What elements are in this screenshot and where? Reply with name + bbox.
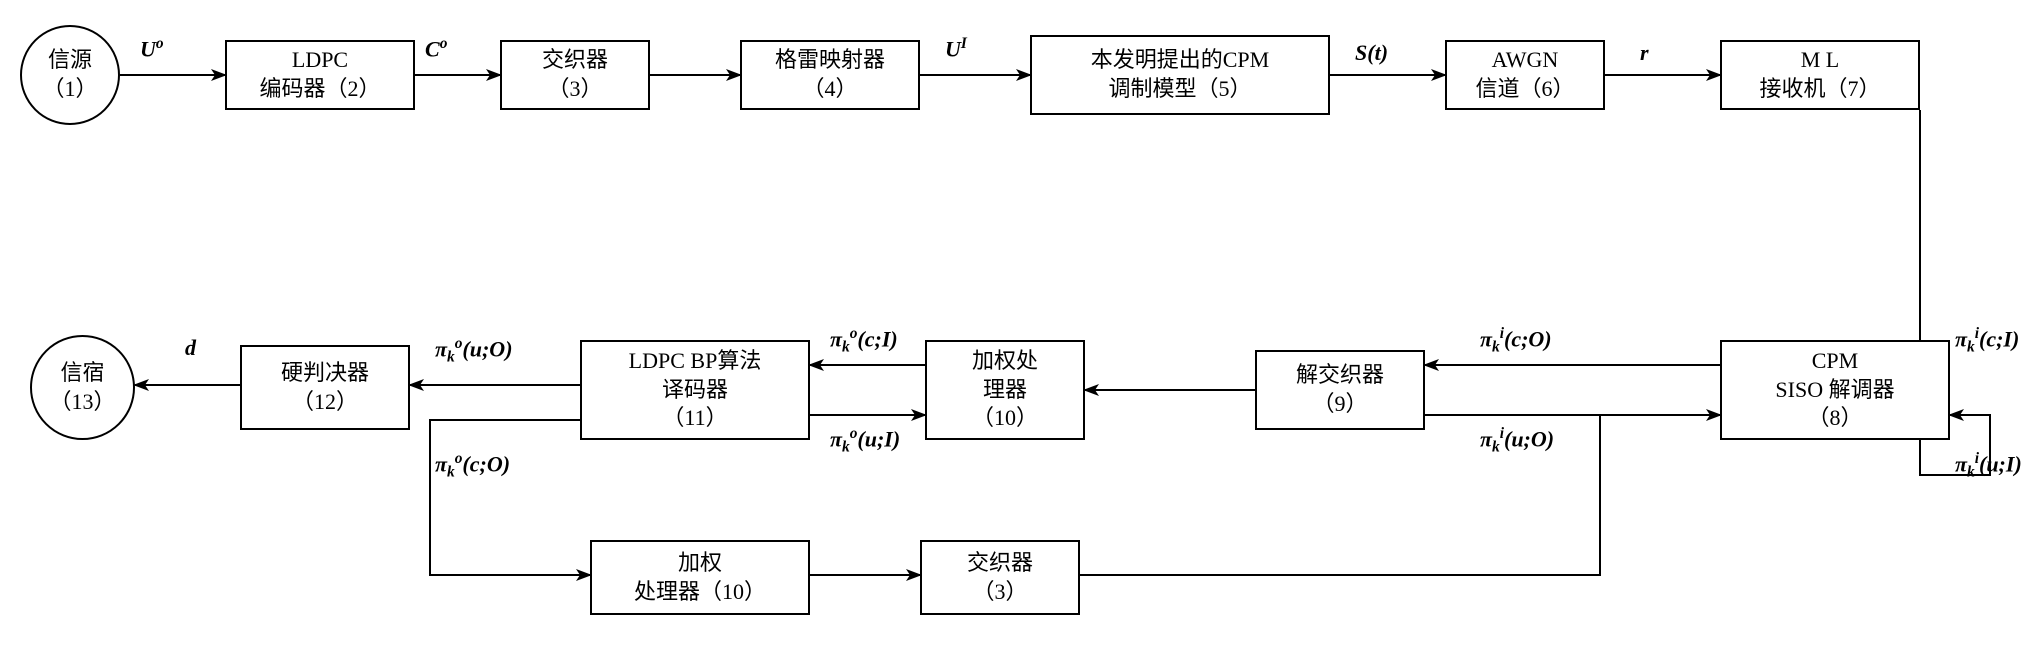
node-n10-line3: （10） — [972, 404, 1038, 433]
edge-label-pi_cI: πko(c;I) — [830, 325, 898, 357]
node-n10b: 加权处理器（10） — [590, 540, 810, 615]
node-n9: 解交织器（9） — [1255, 350, 1425, 430]
node-n3b: 交织器（3） — [920, 540, 1080, 615]
node-n3-line1: 交织器 — [542, 46, 608, 75]
node-n12-line2: （12） — [292, 388, 358, 417]
edge-label-pii_uI: πki(u;I) — [1955, 450, 2022, 482]
node-n6: AWGN信道（6） — [1445, 40, 1605, 110]
edge-label-Ui: UI — [945, 35, 967, 62]
node-n9-line1: 解交织器 — [1296, 361, 1384, 390]
node-n7-line1: M L — [1801, 46, 1840, 75]
node-n9-line2: （9） — [1312, 390, 1367, 419]
edge-label-Uo: Uo — [140, 35, 164, 62]
node-n10b-line1: 加权 — [678, 549, 722, 578]
node-n13-line2: （13） — [49, 388, 115, 417]
node-n8-line2: SISO 解调器 — [1775, 376, 1894, 405]
node-n3: 交织器（3） — [500, 40, 650, 110]
edge-label-pi_uI: πko(u;I) — [830, 425, 900, 457]
node-n11-line1: LDPC BP算法 — [629, 347, 762, 376]
node-n7: M L接收机（7） — [1720, 40, 1920, 110]
node-n4-line2: （4） — [802, 75, 857, 104]
node-n10b-line2: 处理器（10） — [634, 578, 766, 607]
node-n1-line1: 信源 — [48, 46, 92, 75]
node-n7-line2: 接收机（7） — [1759, 75, 1880, 104]
edge-label-pii_uO: πki(u;O) — [1480, 425, 1554, 457]
node-n6-line2: 信道（6） — [1475, 75, 1574, 104]
node-n2-line2: 编码器（2） — [259, 75, 380, 104]
edge-label-d: d — [185, 335, 196, 361]
edge-label-r: r — [1640, 40, 1649, 66]
node-n13: 信宿（13） — [30, 335, 135, 440]
node-n13-line1: 信宿 — [60, 359, 104, 388]
node-n6-line1: AWGN — [1492, 46, 1559, 75]
node-n3-line2: （3） — [547, 75, 602, 104]
node-n12-line1: 硬判决器 — [281, 359, 369, 388]
node-n11: LDPC BP算法译码器（11） — [580, 340, 810, 440]
node-n1: 信源（1） — [20, 25, 120, 125]
node-n4-line1: 格雷映射器 — [775, 46, 885, 75]
edge-label-pii_cI: πki(c;I) — [1955, 325, 2019, 357]
node-n10-line1: 加权处 — [972, 347, 1038, 376]
node-n10-line2: 理器 — [983, 376, 1027, 405]
node-n11-line2: 译码器 — [662, 376, 728, 405]
edge-label-St: S(t) — [1355, 40, 1388, 66]
node-n11-line3: （11） — [662, 404, 727, 433]
edge-label-pii_cO: πki(c;O) — [1480, 325, 1552, 357]
edge-label-pi_cO: πko(c;O) — [435, 450, 510, 482]
edge-label-pi_uO: πko(u;O) — [435, 335, 513, 367]
node-n12: 硬判决器（12） — [240, 345, 410, 430]
node-n2-line1: LDPC — [292, 46, 348, 75]
node-n10: 加权处理器（10） — [925, 340, 1085, 440]
node-n1-line2: （1） — [42, 75, 97, 104]
node-n8-line3: （8） — [1807, 404, 1862, 433]
node-n5-line2: 调制模型（5） — [1108, 75, 1251, 104]
node-n5: 本发明提出的CPM调制模型（5） — [1030, 35, 1330, 115]
node-n3b-line2: （3） — [972, 578, 1027, 607]
node-n8-line1: CPM — [1812, 347, 1858, 376]
node-n8: CPMSISO 解调器（8） — [1720, 340, 1950, 440]
node-n3b-line1: 交织器 — [967, 549, 1033, 578]
node-n2: LDPC编码器（2） — [225, 40, 415, 110]
node-n5-line1: 本发明提出的CPM — [1091, 46, 1269, 75]
node-n4: 格雷映射器（4） — [740, 40, 920, 110]
edge-label-Co: Co — [425, 35, 447, 62]
